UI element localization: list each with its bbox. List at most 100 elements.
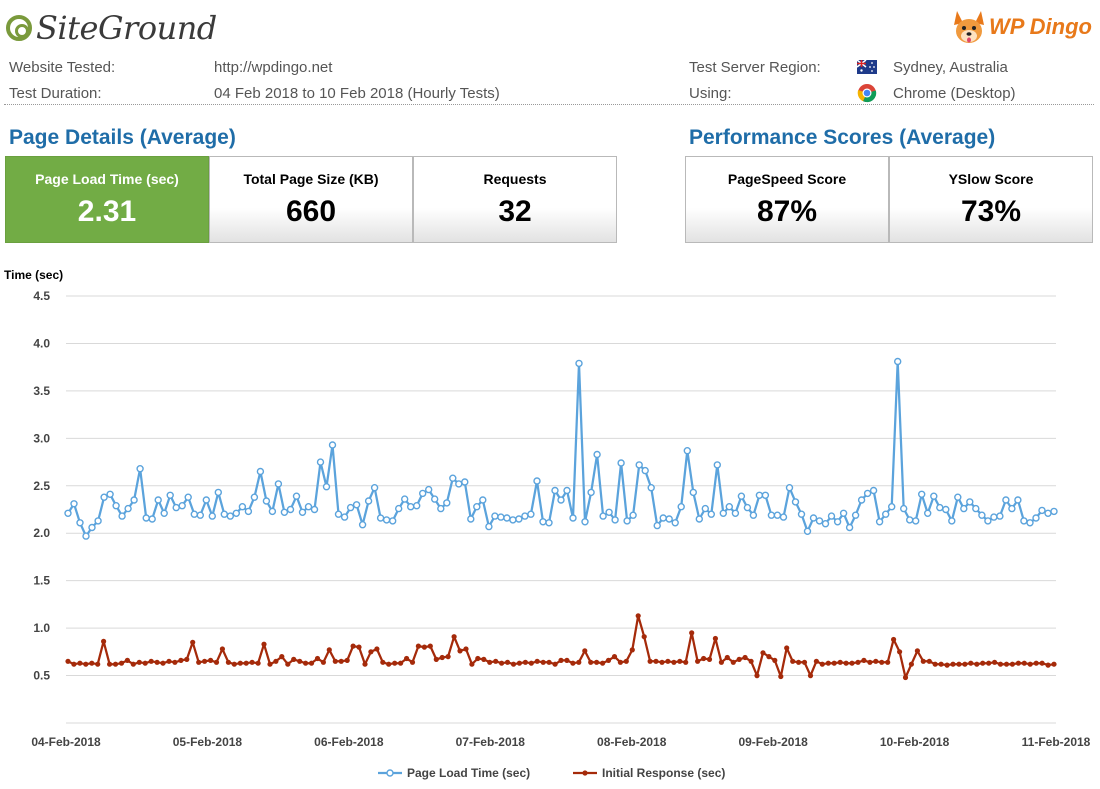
y-tick-label: 3.0 — [33, 431, 50, 445]
data-point — [142, 514, 150, 522]
data-point — [926, 658, 932, 664]
siteground-logo-text: SiteGround — [36, 9, 217, 47]
data-point — [291, 656, 297, 663]
data-point — [160, 509, 168, 517]
data-point — [166, 491, 174, 499]
data-point — [1026, 519, 1034, 527]
data-point — [749, 511, 758, 519]
data-point — [256, 467, 265, 476]
data-point — [231, 661, 237, 667]
data-point — [713, 461, 721, 469]
data-point — [190, 510, 199, 518]
data-point — [912, 517, 920, 525]
data-point — [839, 509, 848, 517]
data-point — [297, 658, 303, 664]
data-point — [594, 659, 600, 665]
data-point — [629, 647, 635, 653]
data-point — [936, 503, 944, 512]
data-point — [849, 660, 855, 666]
data-point — [136, 659, 142, 665]
data-point — [695, 515, 703, 523]
data-point — [546, 659, 552, 665]
data-point — [635, 613, 641, 619]
card-caption: YSlow Score — [948, 171, 1034, 187]
data-point — [737, 492, 746, 500]
data-point — [395, 504, 403, 513]
data-point — [659, 659, 665, 665]
y-tick-label: 1.0 — [33, 621, 50, 635]
data-point — [118, 512, 126, 520]
test-server-region-label: Test Server Region: — [689, 59, 821, 76]
data-point — [743, 503, 752, 512]
data-point — [942, 505, 950, 514]
data-point — [731, 509, 740, 517]
data-point — [833, 518, 842, 526]
data-point — [766, 654, 772, 660]
data-point — [1032, 514, 1040, 522]
data-point — [338, 658, 344, 664]
data-point — [972, 504, 980, 513]
data-point — [457, 648, 463, 654]
data-point — [202, 496, 211, 504]
data-point — [279, 654, 285, 660]
data-point — [1039, 660, 1045, 666]
data-point — [924, 509, 932, 517]
data-point — [966, 498, 974, 506]
series-line — [67, 614, 1055, 679]
data-point — [857, 496, 866, 504]
data-point — [527, 510, 535, 518]
data-point — [71, 661, 77, 667]
data-point — [362, 661, 368, 667]
data-point — [196, 511, 205, 519]
data-point — [635, 461, 643, 469]
card-value: 87% — [756, 195, 818, 228]
data-point — [274, 480, 283, 488]
data-point — [875, 518, 884, 526]
data-point — [352, 501, 361, 509]
data-point — [1008, 504, 1016, 513]
legend-marker — [386, 769, 394, 777]
using-value: Chrome (Desktop) — [893, 85, 1016, 102]
data-point — [803, 527, 812, 535]
data-point — [485, 522, 493, 531]
data-point — [364, 497, 373, 505]
card-caption: Total Page Size (KB) — [243, 171, 379, 187]
data-point — [623, 658, 629, 664]
y-axis-ticks: 0.5 1.0 1.5 2.0 2.5 3.0 3.5 4.0 4.5 — [33, 289, 50, 683]
data-point — [497, 513, 505, 521]
data-point — [298, 508, 307, 516]
data-point — [154, 659, 160, 665]
data-point — [425, 485, 433, 494]
data-point — [587, 488, 595, 497]
data-point — [1033, 660, 1039, 666]
data-point — [784, 645, 790, 651]
data-point — [605, 508, 613, 516]
data-point — [350, 643, 356, 649]
data-point — [112, 661, 119, 667]
data-point — [968, 660, 974, 666]
data-point — [779, 513, 788, 521]
data-point — [322, 483, 331, 491]
data-point — [576, 659, 582, 665]
data-point — [261, 641, 267, 647]
data-point — [539, 518, 547, 526]
data-point — [94, 517, 102, 525]
data-point — [900, 504, 908, 513]
data-point — [588, 659, 594, 665]
data-point — [118, 660, 125, 666]
data-point — [617, 659, 624, 665]
data-point — [956, 661, 962, 667]
data-point — [742, 654, 748, 661]
data-point — [76, 519, 84, 527]
data-point — [493, 658, 499, 664]
data-point — [790, 658, 796, 664]
data-point — [575, 359, 583, 368]
data-point — [932, 661, 938, 667]
data-point — [340, 513, 349, 521]
data-point — [778, 673, 784, 680]
data-point — [392, 660, 398, 666]
data-point — [65, 658, 71, 664]
data-point — [64, 509, 72, 517]
data-point — [825, 660, 831, 666]
data-point — [754, 673, 760, 679]
